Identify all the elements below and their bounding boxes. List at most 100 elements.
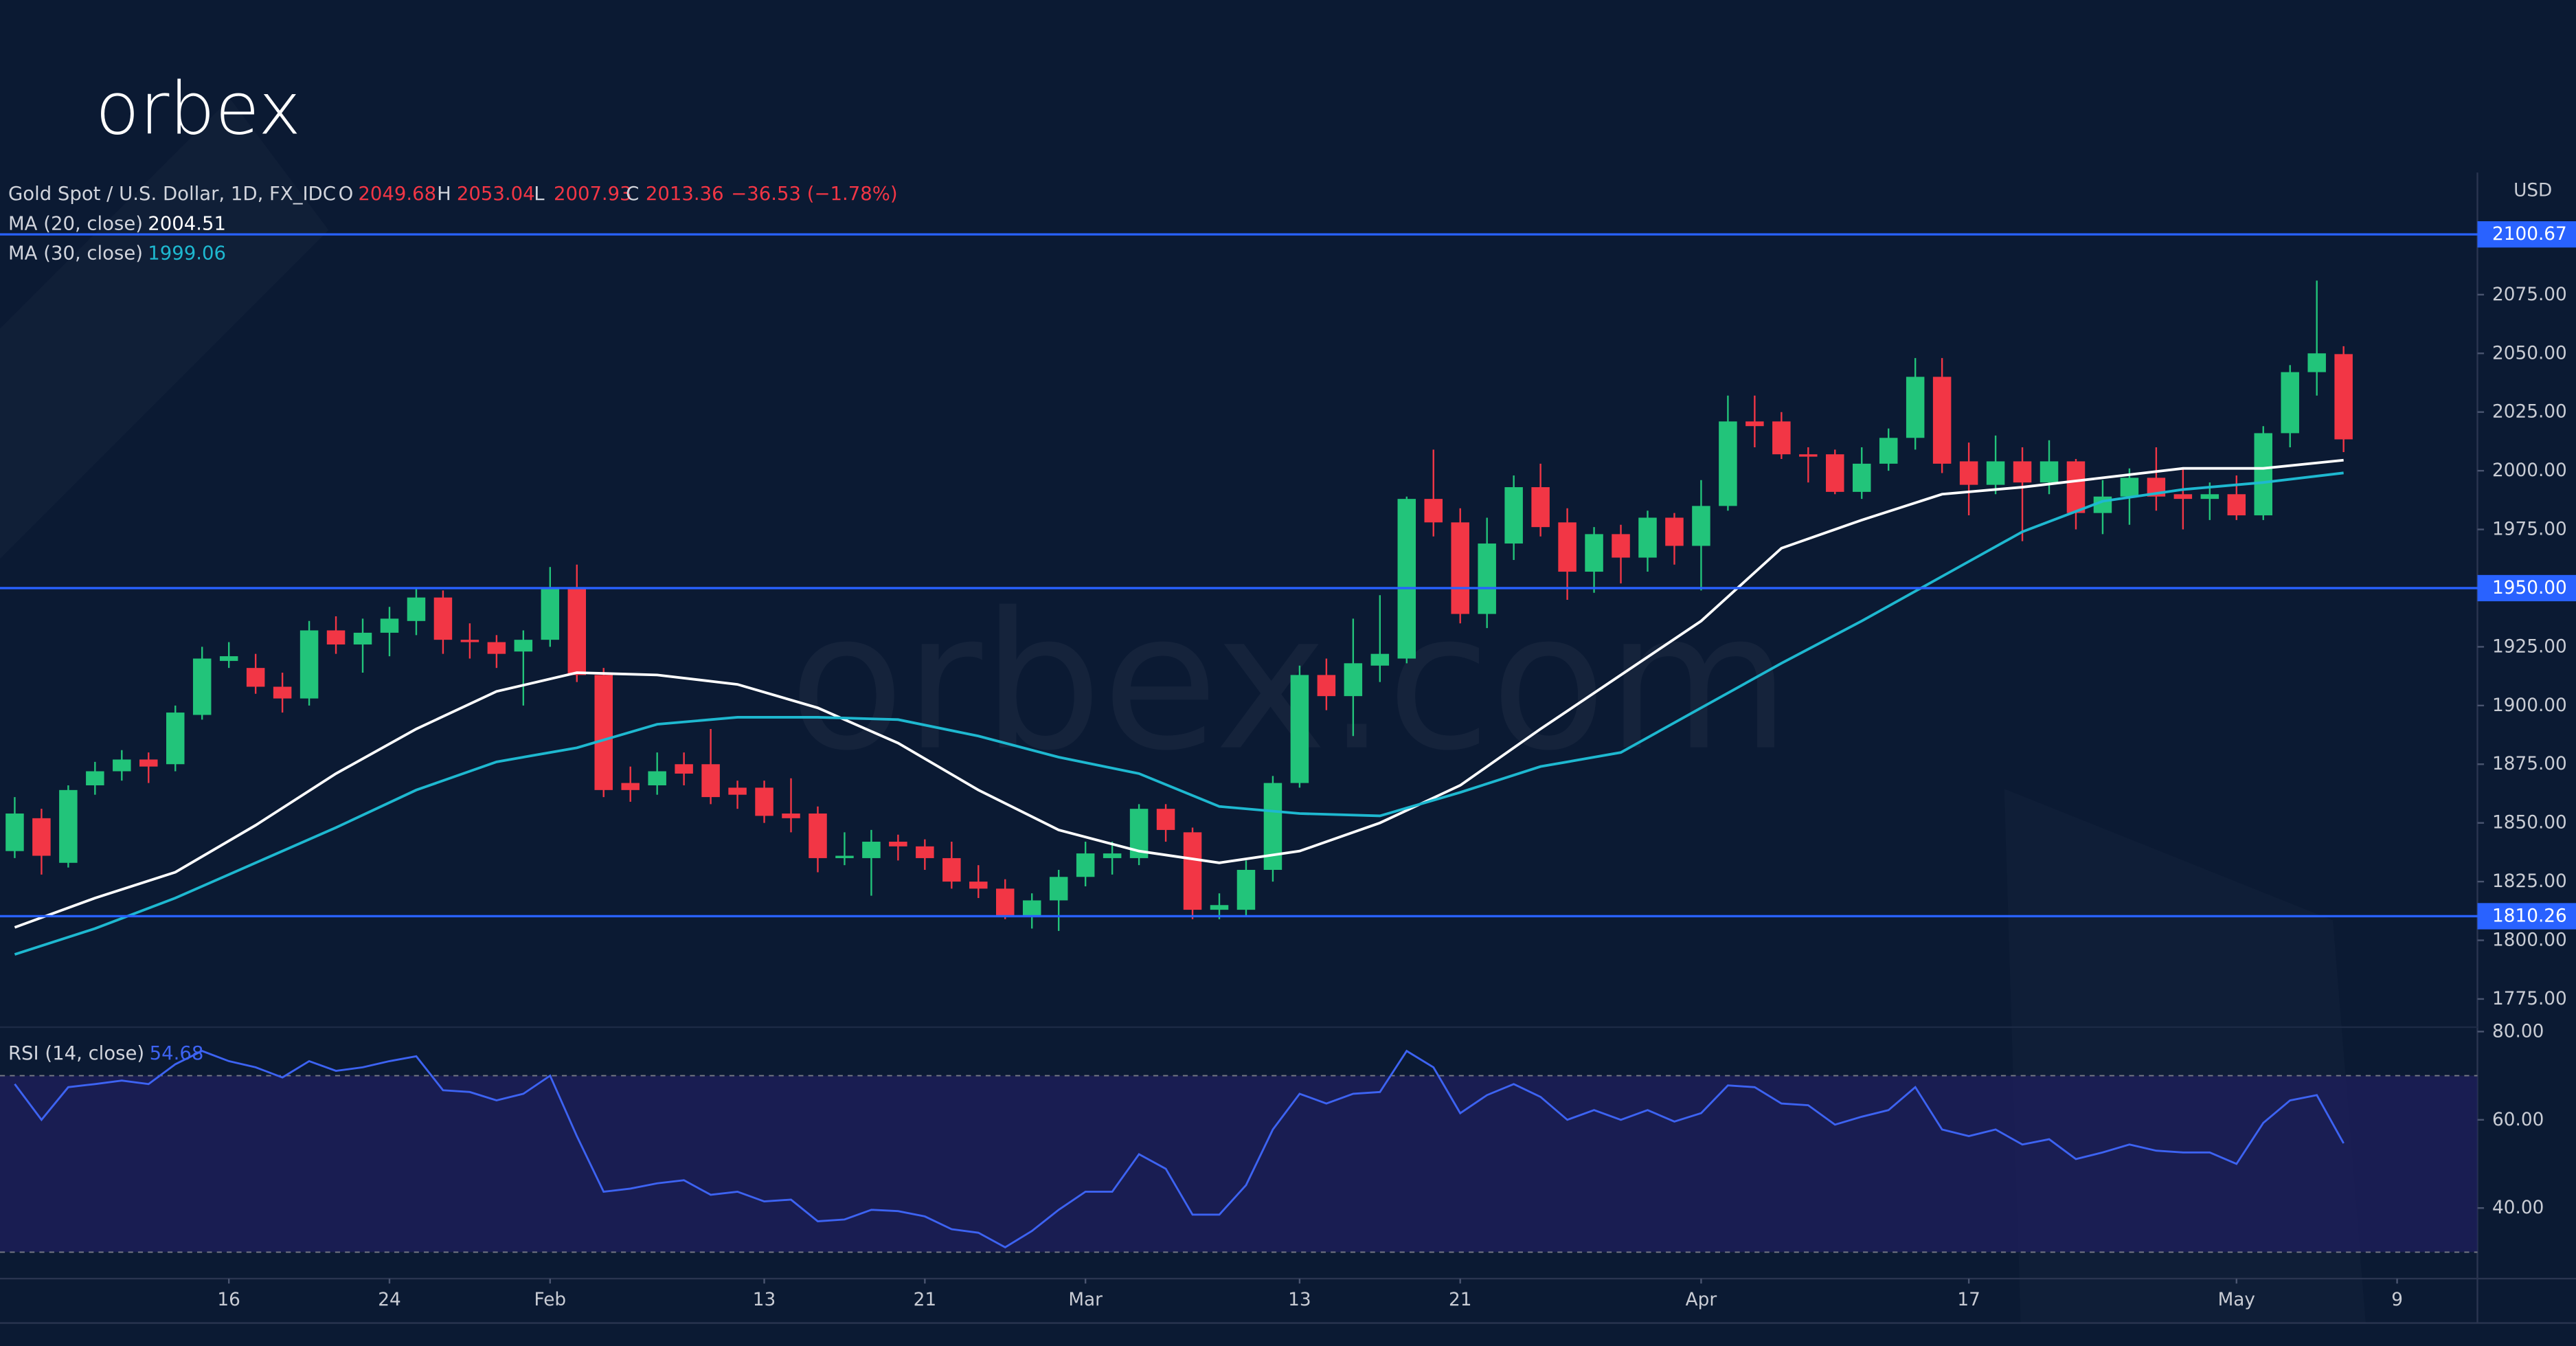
- candle-body: [192, 658, 212, 715]
- ohlc-value: 2007.93: [554, 183, 632, 205]
- candle-body: [1344, 663, 1363, 697]
- level-label: 2100.67: [2492, 224, 2567, 245]
- candle-body: [1317, 675, 1336, 697]
- x-tick-label: 24: [378, 1290, 400, 1310]
- candle-body: [835, 855, 854, 858]
- moving-average-line: [14, 458, 2344, 929]
- candle-body: [1959, 461, 1978, 485]
- candle-body: [1397, 499, 1416, 659]
- candle-body: [567, 587, 587, 675]
- logo: orbex: [95, 66, 302, 150]
- level-label: 1810.26: [2492, 906, 2567, 926]
- candle-body: [889, 842, 907, 846]
- chart-title: Gold Spot / U.S. Dollar, 1D, FX_IDC: [8, 183, 336, 205]
- candle-body: [2173, 494, 2193, 500]
- candle-body: [1638, 517, 1657, 558]
- candle-body: [916, 846, 934, 858]
- legend-name: MA (30, close): [8, 242, 143, 264]
- ohlc-value: 2049.68: [358, 183, 436, 205]
- candle-body: [86, 771, 104, 786]
- candle-body: [300, 630, 319, 699]
- ohlc-letter: C: [626, 183, 639, 205]
- candle-body: [32, 818, 51, 856]
- x-tick-label: 21: [1449, 1290, 1471, 1310]
- y-tick-label: 80.00: [2492, 1021, 2544, 1042]
- y-tick-label: 40.00: [2492, 1198, 2544, 1218]
- rsi-band: [0, 1075, 2478, 1253]
- candle-body: [1424, 499, 1443, 523]
- candle-body: [2227, 494, 2246, 516]
- y-tick-label: 1800.00: [2492, 930, 2567, 951]
- candle-body: [460, 640, 479, 642]
- candle-body: [1558, 522, 1577, 572]
- ohlc-letter: O: [339, 183, 354, 205]
- ohlc-value: 2013.36: [646, 183, 724, 205]
- candle-body: [2281, 372, 2299, 434]
- candle-body: [407, 597, 426, 621]
- candle-body: [541, 587, 560, 640]
- level-label: 1950.00: [2492, 578, 2567, 598]
- level-label-box: [2477, 903, 2576, 930]
- candle-body: [139, 759, 158, 767]
- candle-body: [2013, 461, 2032, 483]
- x-tick-label: Feb: [534, 1290, 567, 1310]
- candle-body: [2200, 494, 2219, 500]
- legend-value: 1999.06: [148, 242, 226, 264]
- candle-body: [782, 814, 800, 818]
- candle-body: [2307, 353, 2326, 372]
- candle-body: [5, 814, 24, 851]
- candle-body: [996, 888, 1015, 917]
- candle-body: [1103, 853, 1122, 858]
- candle-body: [1692, 506, 1710, 546]
- candle-body: [2254, 433, 2273, 516]
- candle-body: [648, 771, 666, 786]
- candle-body: [1799, 454, 1818, 457]
- y-unit: USD: [2513, 180, 2552, 201]
- moving-average-line: [14, 471, 2344, 956]
- candle-body: [59, 789, 78, 863]
- candle-body: [380, 618, 399, 633]
- x-tick-label: 16: [217, 1290, 240, 1310]
- candle-body: [487, 642, 506, 654]
- legend-name: RSI (14, close): [8, 1042, 144, 1064]
- ohlc-value: 2053.04: [457, 183, 535, 205]
- candle-body: [1022, 900, 1041, 917]
- y-tick-label: 1975.00: [2492, 519, 2567, 540]
- candle-body: [1612, 534, 1630, 558]
- candle-body: [1772, 421, 1791, 455]
- level-label-box: [2477, 221, 2576, 248]
- rsi-line: [14, 1049, 2345, 1248]
- x-tick-label: 9: [2391, 1290, 2403, 1310]
- candle-body: [1719, 421, 1737, 506]
- candle-body: [219, 656, 238, 661]
- candle-body: [621, 783, 640, 790]
- candle-body: [1049, 877, 1068, 901]
- x-tick-label: 13: [753, 1290, 776, 1310]
- candle-body: [1745, 421, 1764, 427]
- candle-body: [1478, 543, 1496, 614]
- candle-body: [166, 713, 185, 765]
- y-tick-label: 2000.00: [2492, 460, 2567, 481]
- y-tick-label: 1900.00: [2492, 695, 2567, 716]
- candle-body: [1504, 487, 1523, 544]
- x-tick-label: 21: [914, 1290, 936, 1310]
- y-tick-label: 1925.00: [2492, 636, 2567, 657]
- candle-body: [2040, 461, 2059, 483]
- y-tick-label: 1775.00: [2492, 989, 2567, 1009]
- ohlc-letter: H: [437, 183, 451, 205]
- y-tick-label: 1825.00: [2492, 871, 2567, 892]
- x-tick-label: Mar: [1068, 1290, 1103, 1310]
- candle-body: [675, 764, 693, 774]
- candle-body: [1210, 905, 1229, 910]
- legend-name: MA (20, close): [8, 212, 143, 234]
- candle-body: [1156, 809, 1175, 830]
- candle-body: [1236, 870, 1256, 910]
- candle-body: [514, 640, 533, 652]
- y-tick-label: 2025.00: [2492, 402, 2567, 423]
- candle-body: [113, 759, 131, 772]
- y-tick-label: 60.00: [2492, 1110, 2544, 1130]
- candle-body: [1370, 653, 1390, 666]
- candle-body: [1290, 675, 1309, 783]
- legend-value: 2004.51: [148, 212, 226, 234]
